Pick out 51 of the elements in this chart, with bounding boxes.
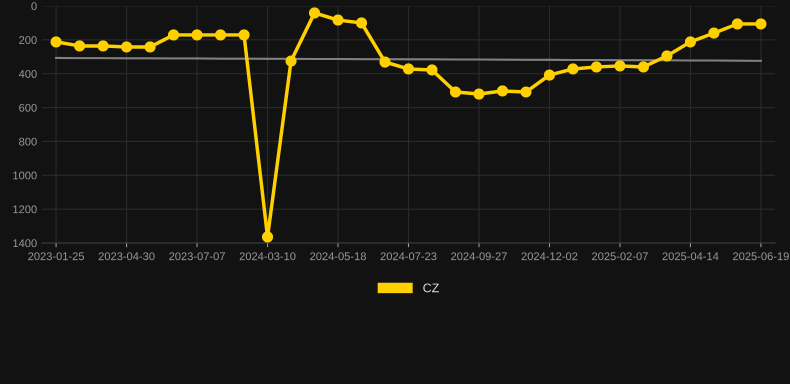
x-tick-label: 2024-07-23 (380, 252, 436, 260)
point (684, 36, 696, 48)
x-tick-label: 2025-04-14 (662, 252, 719, 260)
point (496, 85, 508, 97)
point (50, 36, 62, 48)
point (614, 60, 626, 72)
point (661, 50, 672, 62)
point (121, 41, 132, 53)
y-tick-label: 400 (18, 70, 37, 78)
y-tick-label: 1400 (13, 239, 37, 248)
point (426, 64, 438, 76)
point (356, 17, 368, 28)
y-tick-label: 0 (31, 2, 37, 10)
x-tick-label: 2025-06-19 (733, 252, 789, 260)
y-tick-label: 200 (19, 36, 37, 44)
point (308, 7, 320, 18)
x-tick-label: 2024-12-02 (522, 252, 578, 260)
point (262, 231, 274, 242)
point (473, 88, 485, 100)
point (708, 28, 720, 39)
point (144, 41, 156, 53)
point (238, 29, 250, 41)
point (332, 14, 344, 26)
point (590, 61, 602, 72)
point (214, 29, 226, 41)
y-tick-label: 800 (19, 138, 37, 146)
x-tick-label: 2023-07-07 (169, 252, 225, 260)
point (168, 29, 180, 41)
x-tick-label: 2024-03-10 (240, 252, 296, 260)
legend-label: CZ (423, 283, 439, 292)
point (98, 40, 109, 52)
y-tick-label: 600 (19, 104, 37, 112)
point (520, 86, 532, 98)
x-tick-label: 2024-09-27 (451, 252, 507, 260)
point (638, 61, 649, 72)
point (544, 70, 556, 81)
x-tick-label: 2024-05-18 (310, 252, 366, 260)
point (285, 55, 297, 67)
y-tick-label: 1200 (13, 205, 37, 214)
point (450, 86, 462, 98)
y-tick-label: 1000 (13, 172, 37, 180)
point (755, 18, 766, 30)
point (192, 29, 203, 41)
point (74, 40, 86, 52)
x-tick-label: 2023-01-25 (28, 252, 84, 260)
point (379, 56, 391, 68)
point (567, 63, 579, 75)
x-tick-label: 2025-02-07 (592, 252, 648, 260)
point (732, 18, 743, 30)
x-tick-label: 2023-04-30 (98, 252, 155, 260)
point (402, 63, 414, 75)
